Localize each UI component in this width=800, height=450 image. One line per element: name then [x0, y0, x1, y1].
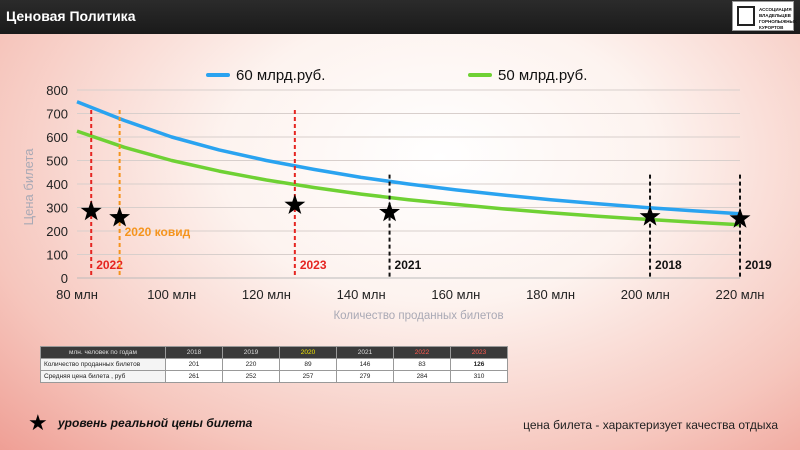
marker-star-icon [284, 194, 306, 214]
legend-star-icon: ★ [28, 410, 48, 435]
page-title: Ценовая Политика [6, 8, 136, 24]
x-axis-title: Количество проданных билетов [333, 310, 503, 322]
x-tick-label: 220 млн [715, 287, 764, 302]
table-cell: 89 [279, 358, 337, 371]
table-cell: 201 [165, 358, 223, 371]
table-cell: 126 [450, 358, 508, 371]
table-cell: 257 [279, 370, 337, 383]
association-logo: АССОЦИАЦИЯ ВЛАДЕЛЬЦЕВ ГОРНОЛЫЖНЫХ КУРОРТ… [732, 1, 797, 31]
table-cell: 279 [336, 370, 394, 383]
y-tick-label: 100 [46, 248, 68, 263]
series-line [76, 129, 741, 227]
table-header-cell: 2022 [393, 346, 451, 359]
x-tick-label: 80 млн [56, 287, 98, 302]
table-row: Количество проданных билетов 201 220 89 146 8… [40, 358, 508, 371]
logo-text-2: ВЛАДЕЛЬЦЕВ [759, 13, 791, 18]
table-cell: 252 [222, 370, 280, 383]
stats-table: млн. человек по годам 2018 2019 2020 2021 202… [40, 346, 508, 383]
price-chart: 0 100 200 300 400 500 600 700 800 80 млн 100 млн 12… [21, 67, 772, 322]
table-header-row: млн. человек по годам 2018 2019 2020 2021 202… [40, 346, 508, 359]
table-header-cell: 2021 [336, 346, 394, 359]
y-tick-label: 600 [46, 130, 68, 145]
marker-year-label: 2023 [300, 258, 327, 272]
legend-label: 60 млрд.руб. [236, 67, 325, 84]
logo-text-3: ГОРНОЛЫЖНЫХ [759, 19, 797, 24]
table-header-cell: 2018 [165, 346, 223, 359]
table-header-cell: 2019 [222, 346, 280, 359]
y-axis-title: Цена билета [21, 148, 36, 226]
y-tick-label: 800 [46, 83, 68, 98]
x-tick-label: 200 млн [621, 287, 670, 302]
x-tick-label: 140 млн [337, 287, 386, 302]
x-tick-label: 180 млн [526, 287, 575, 302]
legend-label: 50 млрд.руб. [498, 67, 587, 84]
header-bar: Ценовая Политика АССОЦИАЦИЯ ВЛАДЕЛЬЦЕВ Г… [0, 0, 800, 34]
table-header-cell: 2023 [450, 346, 508, 359]
logo-text-4: КУРОРТОВ [759, 25, 784, 30]
y-tick-label: 500 [46, 154, 68, 169]
logo-text-1: АССОЦИАЦИЯ [759, 7, 792, 12]
table-header-cell: млн. человек по годам [40, 346, 166, 359]
table-cell: 310 [450, 370, 508, 383]
marker-star-icon [729, 207, 751, 228]
table-row: Средняя цена билета , руб 261 252 257 279 284… [40, 370, 508, 383]
y-tick-label: 700 [46, 107, 68, 122]
footnote: цена билета - характеризует качества отд… [523, 418, 778, 432]
legend-text: уровень реальной цены билета [58, 416, 253, 430]
x-tick-label: 160 млн [431, 287, 480, 302]
logo-mark-icon [737, 6, 755, 26]
marker-year-label: 2019 [745, 258, 772, 272]
table-header-cell: 2020 [279, 346, 337, 359]
table-cell: Количество проданных билетов [40, 358, 166, 371]
marker-star-icon [639, 205, 661, 226]
marker-year-label: 2018 [655, 258, 682, 272]
table-cell: 284 [393, 370, 451, 383]
x-tick-label: 100 млн [147, 287, 196, 302]
y-tick-label: 200 [46, 224, 68, 239]
table-cell: 261 [165, 370, 223, 383]
x-tick-label: 120 млн [242, 287, 291, 302]
marker-star-icon [379, 201, 400, 222]
marker-year-label: 2022 [96, 258, 123, 272]
table-cell: 220 [222, 358, 280, 371]
table-cell: Средняя цена билета , руб [40, 370, 166, 383]
table-cell: 146 [336, 358, 394, 371]
y-tick-label: 0 [61, 271, 68, 286]
y-tick-label: 300 [46, 201, 68, 216]
marker-star-icon [109, 206, 131, 227]
marker-year-label: 2021 [395, 258, 422, 272]
y-tick-label: 400 [46, 177, 68, 192]
table-cell: 83 [393, 358, 451, 371]
marker-year-label: 2020 ковид [125, 225, 191, 239]
series-line [76, 100, 741, 216]
table-body: Количество проданных билетов 201 220 89 146 8… [40, 358, 508, 383]
marker-star-icon [80, 200, 102, 221]
